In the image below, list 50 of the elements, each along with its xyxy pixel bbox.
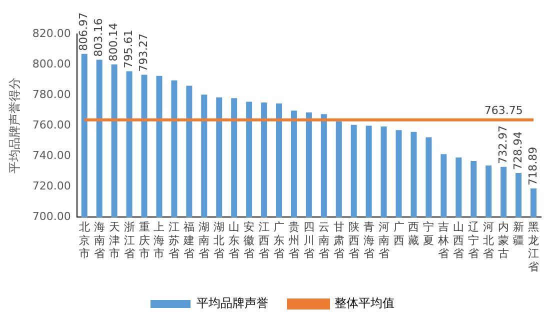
x-tick-label: 云南省 xyxy=(318,220,330,260)
y-tick-label: 720.00 xyxy=(32,180,71,193)
y-tick-label: 700.00 xyxy=(32,210,71,224)
y-tick-label: 820.00 xyxy=(32,26,71,40)
x-tick-label: 安徽省 xyxy=(244,220,255,260)
x-tick-label: 陕西省 xyxy=(348,220,360,260)
data-label: 806.97 xyxy=(77,12,90,51)
x-tick-label: 黑龙江省 xyxy=(528,220,540,274)
x-tick-label: 贵州省 xyxy=(288,220,300,260)
x-tick-label: 江苏省 xyxy=(168,220,180,260)
x-tick-label: 海南省 xyxy=(94,220,105,260)
x-tick-label: 甘肃省 xyxy=(333,220,344,260)
x-tick-label: 江西省 xyxy=(258,220,270,260)
x-tick-label: 湖南省 xyxy=(198,220,210,260)
data-label: 803.16 xyxy=(92,18,106,57)
y-axis-title: 平均品牌声誉得分 xyxy=(7,78,22,174)
x-tick-label: 河南省 xyxy=(378,220,390,260)
x-tick-label: 山西省 xyxy=(453,220,464,260)
y-tick-label: 780.00 xyxy=(32,88,71,101)
data-label: 763.75 xyxy=(484,104,523,118)
x-tick-label: 新疆 xyxy=(513,220,524,247)
data-label: 795.61 xyxy=(122,30,136,68)
x-tick-label: 上海市 xyxy=(154,220,165,260)
x-tick-label: 青海省 xyxy=(363,220,374,260)
x-tick-label: 辽宁省 xyxy=(468,220,480,260)
y-tick-label: 740.00 xyxy=(32,148,71,162)
x-tick-label: 重庆市 xyxy=(138,220,150,260)
y-tick-label: 760.00 xyxy=(32,118,71,132)
x-tick-label: 浙江省 xyxy=(124,220,135,260)
x-tick-label: 宁夏 xyxy=(423,220,434,247)
legend-label: 平均品牌声誉 xyxy=(196,296,268,310)
legend-label: 整体平均值 xyxy=(334,296,394,310)
x-tick-label: 吉林省 xyxy=(437,220,450,260)
x-tick-label: 广西 xyxy=(393,220,404,247)
x-tick-label: 天津市 xyxy=(108,220,120,260)
x-tick-label: 福建省 xyxy=(182,220,195,260)
x-tick-label: 内蒙古 xyxy=(498,220,510,260)
y-tick-label: 800.00 xyxy=(32,57,71,70)
x-tick-label: 河北省 xyxy=(483,220,494,260)
data-label: 800.14 xyxy=(107,22,120,62)
x-tick-label: 北京市 xyxy=(78,220,90,260)
data-label: 718.89 xyxy=(526,146,540,186)
x-tick-label: 四川省 xyxy=(303,220,314,260)
x-tick-label: 西藏 xyxy=(408,220,420,247)
x-tick-label: 广东省 xyxy=(274,220,284,260)
data-label: 793.27 xyxy=(137,33,150,72)
x-tick-label: 湖北省 xyxy=(214,220,225,260)
data-label: 728.94 xyxy=(511,132,524,170)
data-label: 732.97 xyxy=(496,125,510,164)
x-tick-label: 山东省 xyxy=(228,220,240,260)
